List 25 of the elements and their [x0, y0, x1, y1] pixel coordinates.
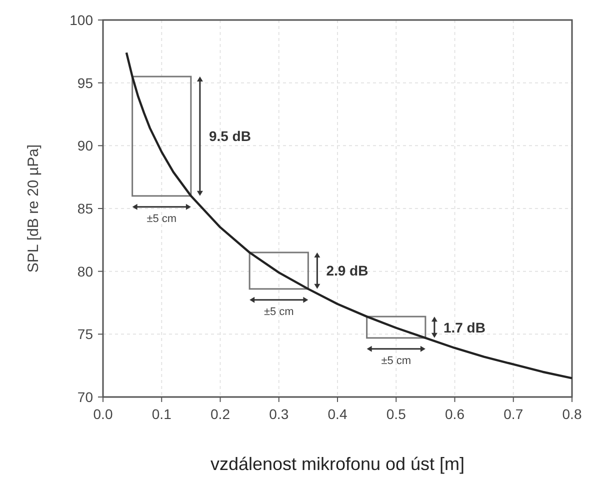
annotation: 2.9 dB	[326, 262, 368, 279]
x-tick-label: 0.1	[152, 406, 172, 422]
y-tick-label: 85	[77, 200, 94, 216]
x-tick-label: 0.0	[93, 406, 113, 422]
x-tick-label: 0.7	[504, 406, 524, 422]
y-tick-label: 100	[70, 12, 94, 28]
x-tick-label: 0.4	[328, 406, 348, 422]
y-axis-title: SPL [dB re 20 µPa]	[25, 144, 42, 273]
line-series	[125, 52, 574, 380]
annotation: ±5 cm	[146, 212, 177, 225]
annotation: ±5 cm	[264, 306, 294, 318]
annotation: 9.5 dB	[208, 128, 251, 144]
x-tick-label: 0.2	[210, 406, 230, 422]
y-tick-label: 90	[77, 138, 94, 154]
annotation: 1.7 dB	[443, 319, 486, 336]
annotation: ±5 cm	[381, 354, 412, 367]
x-axis-title: vzdálenost mikrofonu od úst [m]	[210, 454, 465, 474]
y-tick-label: 70	[77, 389, 94, 405]
x-tick-label: 0.6	[445, 406, 465, 422]
y-tick-label: 95	[77, 74, 94, 91]
y-tick-label: 75	[77, 326, 94, 342]
x-tick-label: 0.3	[269, 406, 289, 422]
x-tick-label: 0.5	[386, 406, 406, 422]
x-tick-label: 0.8	[562, 406, 582, 422]
y-tick-label: 80	[77, 263, 94, 280]
